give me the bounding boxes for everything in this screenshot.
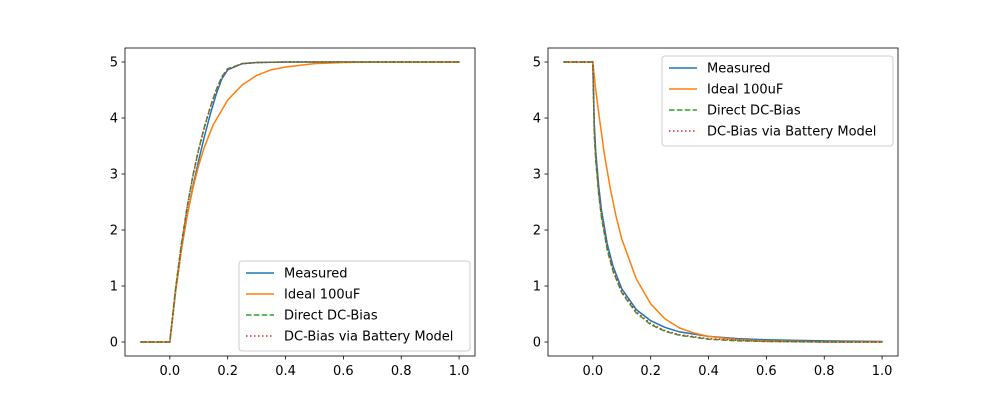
y-tick-label: 3 — [110, 168, 118, 183]
axes-frame — [124, 47, 476, 357]
y-tick-label: 4 — [533, 112, 541, 127]
legend-label: DC-Bias via Battery Model — [284, 330, 453, 345]
series-line-dc-bias-via-battery-model — [563, 61, 883, 343]
legend-label: Measured — [284, 267, 348, 282]
legend-label: Measured — [707, 62, 771, 77]
legend-entry: Direct DC-Bias — [246, 309, 378, 324]
series-line-direct-dc-bias — [563, 61, 883, 343]
legend-box — [661, 55, 894, 147]
legend-label: Ideal 100uF — [707, 83, 783, 98]
x-tick-label: 0.2 — [640, 364, 661, 379]
legend-entry: Ideal 100uF — [246, 288, 360, 303]
series-group — [140, 61, 460, 343]
left-chart-charging: 0.0 0.2 0.4 0.6 0.8 1.0 0 1 2 3 4 5 Measured Ideal 10… — [110, 47, 476, 379]
y-tick-label: 3 — [533, 168, 541, 183]
y-tick-label: 2 — [110, 224, 118, 239]
legend-entry: Measured — [669, 62, 771, 77]
y-tick-label: 0 — [110, 336, 118, 351]
y-tick-label: 1 — [110, 280, 118, 295]
axes-frame — [547, 47, 899, 357]
right-chart-discharging: 0.0 0.2 0.4 0.6 0.8 1.0 0 1 2 3 4 5 Measured Ideal 10… — [533, 47, 899, 379]
x-tick-label: 1.0 — [872, 364, 893, 379]
series-group — [563, 61, 883, 343]
y-tick-label: 5 — [110, 56, 118, 71]
y-tick-label: 5 — [533, 56, 541, 71]
legend-box — [238, 260, 471, 352]
x-tick-label: 0.0 — [159, 364, 180, 379]
x-tick-label: 0.0 — [582, 364, 603, 379]
y-tick-label: 1 — [533, 280, 541, 295]
x-tick-label: 0.8 — [814, 364, 835, 379]
y-tick-label: 2 — [533, 224, 541, 239]
x-tick-label: 0.4 — [275, 364, 296, 379]
legend: Measured Ideal 100uF Direct DC-Bias DC-Bias… — [661, 55, 894, 147]
x-tick-label: 0.4 — [698, 364, 719, 379]
legend-entry: Measured — [246, 267, 348, 282]
legend-entry: Ideal 100uF — [669, 83, 783, 98]
y-tick-label: 4 — [110, 112, 118, 127]
legend-label: DC-Bias via Battery Model — [707, 125, 876, 140]
legend-label: Ideal 100uF — [284, 288, 360, 303]
y-tick-label: 0 — [533, 336, 541, 351]
legend-entry: DC-Bias via Battery Model — [669, 125, 876, 140]
x-tick-label: 0.6 — [756, 364, 777, 379]
legend-entry: DC-Bias via Battery Model — [246, 330, 453, 345]
legend-entry: Direct DC-Bias — [669, 104, 801, 119]
legend-label: Direct DC-Bias — [284, 309, 378, 324]
x-tick-label: 0.8 — [391, 364, 412, 379]
x-tick-label: 1.0 — [449, 364, 470, 379]
series-line-ideal-100uf — [563, 61, 883, 343]
legend-label: Direct DC-Bias — [707, 104, 801, 119]
series-line-dc-bias-via-battery-model — [140, 61, 460, 343]
x-tick-label: 0.2 — [217, 364, 238, 379]
legend: Measured Ideal 100uF Direct DC-Bias DC-Bias… — [238, 260, 471, 352]
x-tick-label: 0.6 — [333, 364, 354, 379]
